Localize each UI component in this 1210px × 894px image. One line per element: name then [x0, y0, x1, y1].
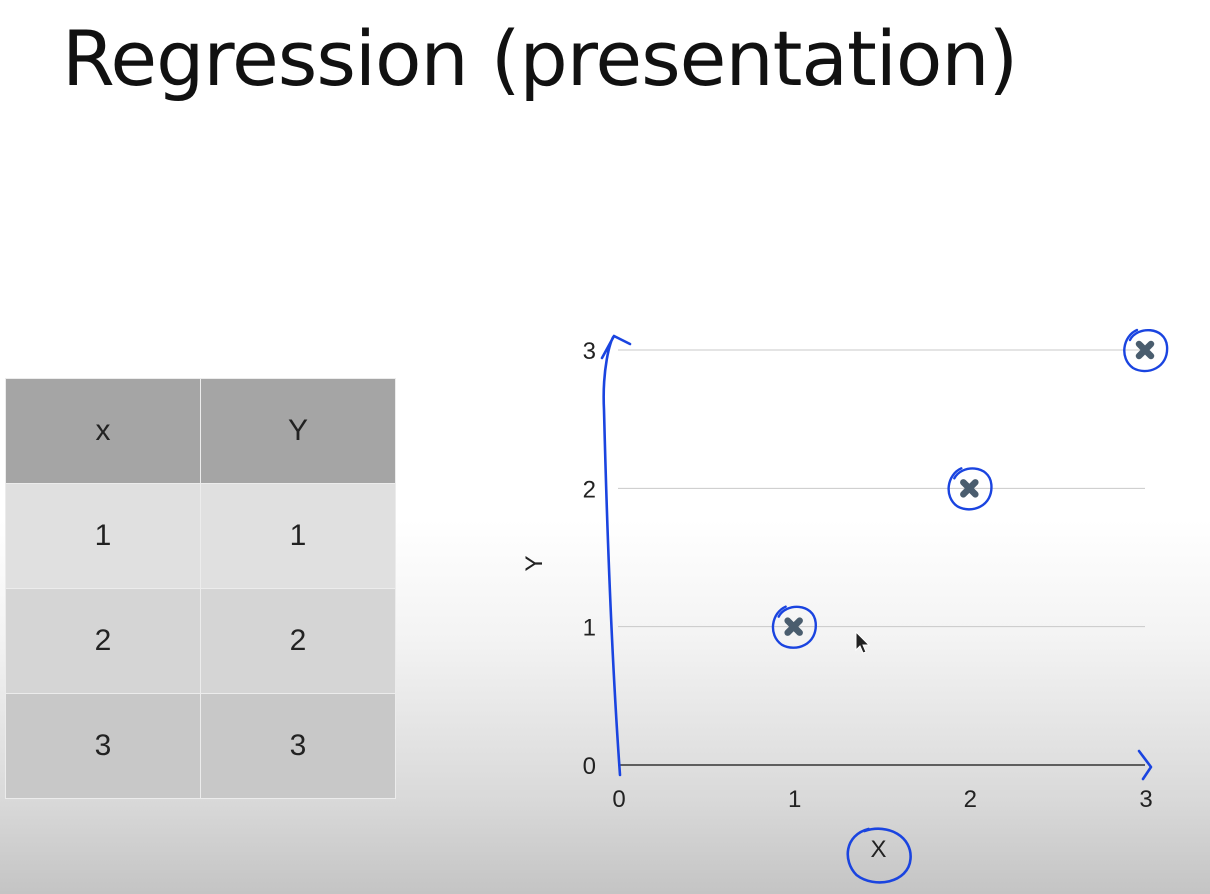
table-cell-x: 3 [5, 693, 201, 799]
ink-annotation-layer [600, 334, 1153, 884]
table-cell-y: 1 [200, 483, 396, 589]
column-header-y: Y [200, 378, 396, 484]
grid-layer [618, 349, 1145, 628]
y-tick-label: 2 [583, 476, 596, 503]
table-row: 2 2 [5, 588, 396, 694]
point-layer [771, 328, 1169, 649]
table-cell-y: 3 [200, 693, 396, 799]
ink-x-axis-arrow [1137, 749, 1153, 781]
x-tick-label: 3 [1139, 786, 1152, 813]
x-marker-icon [960, 479, 979, 498]
y-tick-label: 1 [583, 615, 596, 642]
y-tick-label: 3 [583, 338, 596, 365]
mouse-cursor-icon [855, 630, 871, 654]
ink-point-circle [771, 605, 817, 649]
tick-layer: 0 1 2 3 0 1 2 3 [583, 338, 1153, 813]
slide-title: Regression (presentation) [62, 14, 1018, 103]
ink-point-circle [1123, 328, 1169, 373]
y-axis-label: Y [521, 555, 548, 571]
x-axis-label: X [870, 836, 886, 863]
table-cell-x: 2 [5, 588, 201, 694]
table-row: 1 1 [5, 483, 396, 589]
data-point [947, 467, 993, 511]
data-point [1123, 328, 1169, 373]
x-marker-icon [1135, 340, 1155, 360]
data-point [771, 605, 817, 649]
axis-layer: Y X [521, 555, 1145, 863]
table-cell-y: 2 [200, 588, 396, 694]
table-cell-x: 1 [5, 483, 201, 589]
ink-x-label-circle [846, 827, 912, 884]
table-header-row: x Y [5, 378, 396, 484]
x-tick-label: 2 [964, 786, 977, 813]
y-tick-label: 0 [583, 753, 596, 780]
ink-point-circle [947, 467, 993, 511]
x-tick-label: 0 [612, 786, 625, 813]
x-marker-icon [784, 617, 803, 636]
x-tick-label: 1 [788, 786, 801, 813]
ink-y-axis-arrow [600, 334, 632, 777]
table-row: 3 3 [5, 693, 396, 799]
column-header-x: x [5, 378, 201, 484]
data-table: x Y 1 1 2 2 3 3 [5, 378, 396, 799]
